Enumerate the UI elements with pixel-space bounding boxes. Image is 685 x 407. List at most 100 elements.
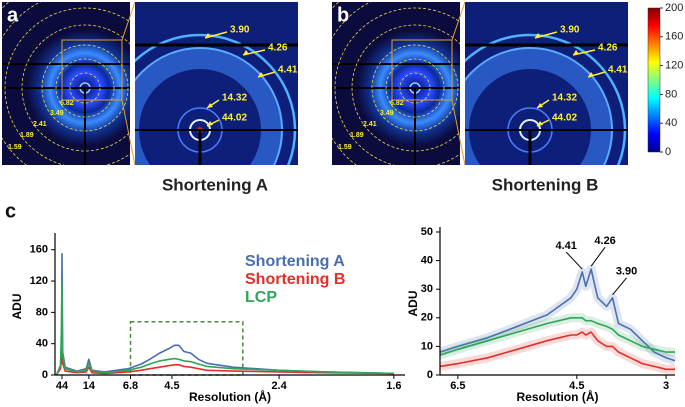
zoom-label: 3.90 xyxy=(230,25,250,36)
zoom-image xyxy=(465,2,628,165)
zoom-arrowhead xyxy=(258,72,264,77)
zoom-arrowhead xyxy=(537,103,543,108)
zoom-label: 4.41 xyxy=(608,65,628,76)
zoom-label: 4.26 xyxy=(268,43,288,54)
zoom-connector xyxy=(451,99,466,166)
zoom-label: 44.02 xyxy=(222,113,247,124)
series-line xyxy=(439,317,675,356)
resolution-ring xyxy=(334,7,460,165)
series-line xyxy=(55,280,394,376)
x-axis-label: Resolution (Å) xyxy=(517,389,599,404)
zoom-connector xyxy=(121,99,136,166)
resolution-ring xyxy=(21,24,130,152)
annotation-arrow xyxy=(590,246,606,267)
y-tick-label: 0 xyxy=(42,369,48,381)
panel-letter: b xyxy=(337,4,349,26)
zoom-label: 4.26 xyxy=(598,43,618,54)
panel-letter: a xyxy=(7,4,19,26)
x-tick-label: 2.4 xyxy=(271,380,287,392)
colorbar-label: 40 xyxy=(665,117,677,129)
ring-label: 1.59 xyxy=(338,144,352,151)
annotation-arrow xyxy=(612,277,627,296)
ring-label: 2.41 xyxy=(33,121,47,128)
x-axis-label: Resolution (Å) xyxy=(189,389,271,404)
y-tick-label: 0 xyxy=(427,369,433,381)
zoom-image xyxy=(135,2,298,165)
x-tick-label: 44 xyxy=(56,380,69,392)
y-tick-label: 80 xyxy=(36,306,48,318)
legend-entry: Shortening A xyxy=(245,253,345,270)
y-axis-label: ADU xyxy=(406,291,420,317)
colorbar-label: 200 xyxy=(665,2,683,14)
resolution-ring xyxy=(351,24,460,152)
y-tick-label: 10 xyxy=(421,340,433,352)
overview-image xyxy=(332,2,460,165)
x-tick-label: 3 xyxy=(663,380,669,392)
y-tick-label: 20 xyxy=(421,312,433,324)
resolution-ring xyxy=(69,72,101,104)
series-line xyxy=(439,331,675,371)
x-tick-label: 1.6 xyxy=(386,380,401,392)
legend-entry: LCP xyxy=(245,289,277,306)
zoom-connector xyxy=(451,1,466,41)
zoom-label: 3.90 xyxy=(560,25,580,36)
ring-label: 6.82 xyxy=(390,100,404,107)
panel-letter: c xyxy=(5,200,16,222)
ring-label: 1.89 xyxy=(350,132,364,139)
y-tick-label: 40 xyxy=(421,255,433,267)
zoom-arrowhead xyxy=(537,121,543,126)
zoom-arrowhead xyxy=(207,121,213,126)
zoom-arrowhead xyxy=(243,50,249,55)
zoom-arrowhead xyxy=(573,50,579,55)
ring-label: 3.49 xyxy=(50,110,64,117)
ring-label: 1.59 xyxy=(8,144,22,151)
legend-entry: Shortening B xyxy=(245,271,345,288)
colorbar-label: 80 xyxy=(665,88,677,100)
y-tick-label: 40 xyxy=(36,338,48,350)
ring-label: 6.82 xyxy=(60,100,74,107)
zoom-box xyxy=(391,39,453,101)
colorbar-label: 160 xyxy=(665,31,683,43)
colorbar-label: 120 xyxy=(665,60,683,72)
zoom-box xyxy=(61,39,123,101)
ring-label: 3.49 xyxy=(380,110,394,117)
annotation-arrow xyxy=(565,251,583,270)
ring-label: 1.89 xyxy=(20,132,34,139)
overview-image xyxy=(2,2,130,165)
y-tick-label: 50 xyxy=(421,226,433,238)
x-tick-label: 6.5 xyxy=(450,380,465,392)
colorbar-label: 0 xyxy=(665,146,671,158)
resolution-ring xyxy=(55,58,115,118)
zoom-arrowhead xyxy=(588,72,594,77)
y-tick-label: 120 xyxy=(30,275,48,287)
zoom-label: 14.32 xyxy=(222,93,247,104)
zoom-label: 44.02 xyxy=(552,113,577,124)
series-line xyxy=(439,268,676,362)
resolution-ring xyxy=(399,72,431,104)
resolution-ring xyxy=(385,58,445,118)
x-tick-label: 4.5 xyxy=(569,380,584,392)
zoom-arrowhead xyxy=(207,103,213,108)
x-tick-label: 4.5 xyxy=(164,380,179,392)
colorbar xyxy=(647,7,661,153)
zoom-arrowhead xyxy=(205,33,211,38)
resolution-ring xyxy=(4,7,130,165)
x-tick-label: 6.8 xyxy=(123,380,138,392)
panel-caption: Shortening B xyxy=(492,175,599,194)
ring-label: 2.41 xyxy=(363,121,377,128)
zoom-arrowhead xyxy=(535,33,541,38)
y-axis-label: ADU xyxy=(10,294,24,320)
series-line xyxy=(55,311,394,376)
annotation: 4.41 xyxy=(555,240,576,252)
zoom-region xyxy=(129,321,244,376)
zoom-connector xyxy=(121,1,136,41)
panel-caption: Shortening A xyxy=(162,175,268,194)
resolution-ring xyxy=(41,44,129,132)
annotation: 4.26 xyxy=(594,235,615,247)
resolution-ring xyxy=(371,44,459,132)
x-tick-label: 14 xyxy=(83,380,96,392)
y-tick-label: 160 xyxy=(30,244,48,256)
y-tick-label: 30 xyxy=(421,283,433,295)
annotation: 3.90 xyxy=(616,266,637,278)
